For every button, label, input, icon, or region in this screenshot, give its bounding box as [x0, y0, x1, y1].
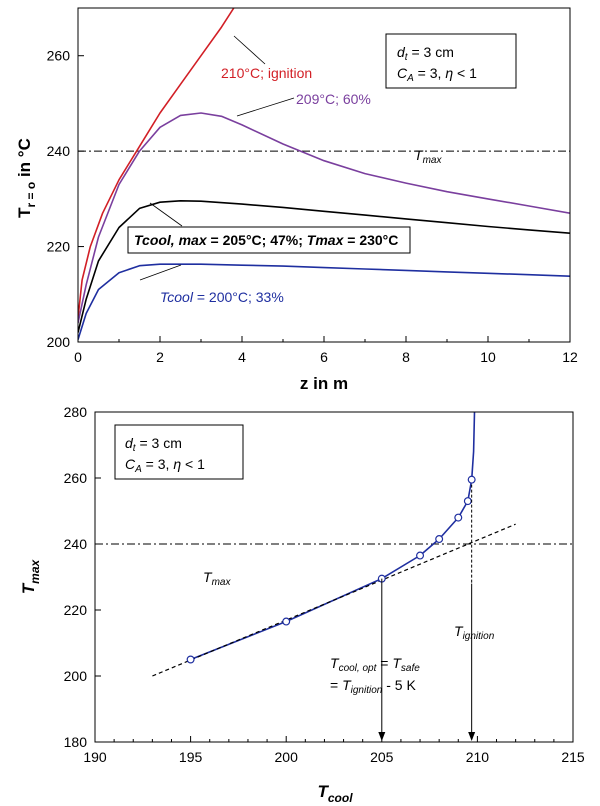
- top-y-tick-label: 260: [47, 48, 71, 64]
- bottom-x-tick-label: 215: [561, 749, 585, 765]
- ignition-arrow-head: [468, 732, 476, 741]
- top-x-tick-label: 4: [238, 349, 246, 365]
- tcool-max-box: [127, 226, 411, 254]
- bottom-x-tick-label: 210: [466, 749, 490, 765]
- bottom-data-point: [416, 551, 425, 560]
- top-info-line-2: CA = 3, η < 1: [397, 65, 477, 84]
- top-series-line-0: [78, 8, 235, 319]
- bottom-plot-frame: [94, 411, 574, 743]
- bottom-info-line-2: CA = 3, η < 1: [125, 456, 205, 475]
- tcool-max-label: Tcool, max = 205°C; 47%; Tmax = 230°C: [134, 232, 398, 248]
- top-series-group: [78, 8, 570, 340]
- bottom-series-line-1: [152, 523, 516, 677]
- bottom-info-line-1: dt = 3 cm: [125, 435, 182, 454]
- bottom-axis-ticks: 190 195 200 205 210 215 180 200 220 240 260 280: [64, 404, 585, 765]
- bottom-y-tick-label: 200: [64, 668, 88, 684]
- top-x-tick-label: 12: [562, 349, 578, 365]
- top-x-axis-title: z in m: [300, 374, 348, 393]
- ignition-leader-line: [233, 35, 266, 65]
- top-x-tick-label: 8: [402, 349, 410, 365]
- bottom-info-box: [114, 424, 244, 480]
- p60-label: 209°C; 60%: [296, 91, 371, 107]
- top-y-tick-label: 220: [47, 239, 71, 255]
- opt-label-line-2: = Tignition - 5 K: [330, 677, 416, 696]
- top-tmax-label: Tmax: [414, 147, 442, 166]
- black-leader-line: [149, 202, 183, 227]
- bottom-data-point: [463, 497, 472, 506]
- bottom-x-tick-label: 200: [275, 749, 299, 765]
- bottom-x-tick-label: 190: [83, 749, 107, 765]
- bottom-y-axis-title: Tmax: [19, 558, 42, 594]
- bottom-tmax-label: Tmax: [203, 569, 231, 588]
- bottom-y-tick-label: 260: [64, 470, 88, 486]
- bottom-y-tick-label: 240: [64, 536, 88, 552]
- ignition-label: 210°C; ignition: [221, 65, 312, 81]
- bottom-y-tick-label: 180: [64, 734, 88, 750]
- top-y-tick-label: 240: [47, 143, 71, 159]
- top-series-line-1: [78, 112, 570, 324]
- top-x-tick-label: 10: [480, 349, 496, 365]
- bottom-x-axis-title: Tcool: [317, 782, 353, 805]
- tcool-200-label: Tcool = 200°C; 33%: [160, 289, 284, 305]
- top-y-axis-title: Tr = o in °C: [15, 138, 38, 218]
- top-info-line-1: dt = 3 cm: [397, 44, 454, 63]
- p60-leader-line: [236, 97, 295, 117]
- ignition-temp-label: Tignition: [454, 623, 495, 642]
- bottom-data-point: [454, 513, 463, 522]
- bottom-y-tick-label: 220: [64, 602, 88, 618]
- bottom-data-point: [282, 617, 291, 626]
- bottom-y-tick-label: 280: [64, 404, 88, 420]
- bottom-series-group: [152, 412, 516, 677]
- top-y-tick-label: 200: [47, 334, 71, 350]
- top-x-tick-label: 6: [320, 349, 328, 365]
- blue-leader-line: [139, 264, 182, 281]
- bottom-x-tick-label: 205: [370, 749, 394, 765]
- bottom-data-point: [467, 475, 476, 484]
- opt-label-line-1: Tcool, opt = Tsafe: [330, 655, 420, 674]
- bottom-data-point: [186, 655, 195, 664]
- bottom-arrows-group: [378, 484, 476, 741]
- top-info-box: [385, 33, 517, 89]
- top-x-tick-label: 2: [156, 349, 164, 365]
- bottom-data-point: [435, 535, 444, 544]
- top-x-tick-label: 0: [74, 349, 82, 365]
- top-chart: 0 2 4 6 8 10 12 200 220 240 260 z in m Tr = o in °…: [15, 7, 578, 393]
- top-axis-ticks: 0 2 4 6 8 10 12 200 220 240 260: [47, 48, 578, 365]
- bottom-chart: 190 195 200 205 210 215 180 200 220 240 260 280 Tco…: [19, 404, 585, 805]
- bottom-x-tick-label: 195: [179, 749, 203, 765]
- top-series-line-3: [78, 263, 570, 340]
- top-series-line-2: [78, 200, 570, 333]
